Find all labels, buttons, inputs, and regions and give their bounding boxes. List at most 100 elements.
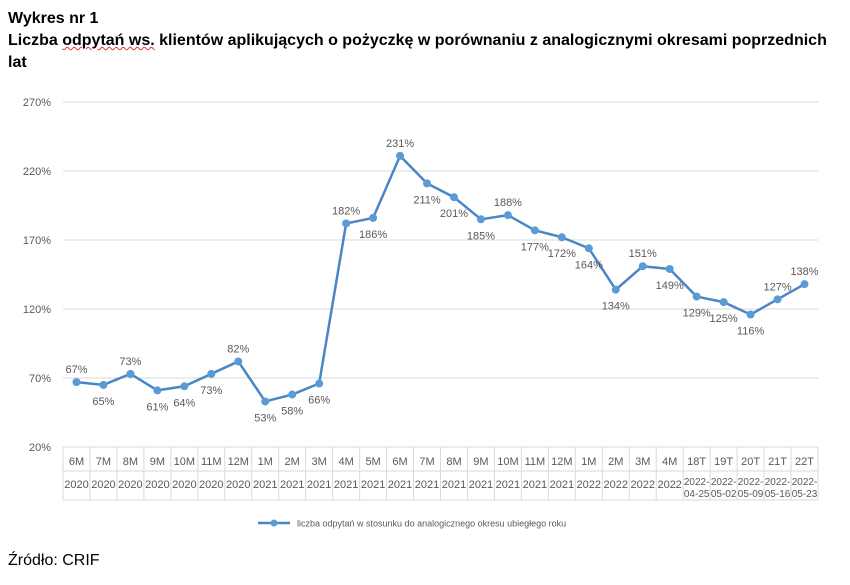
- x-tick-sublabel: 2020: [172, 479, 196, 491]
- x-tick-label: 6M: [392, 456, 407, 468]
- chart-title: Liczba odpytań ws. klientów aplikujących…: [8, 30, 843, 74]
- x-tick-sublabel: 2022-: [792, 477, 818, 488]
- data-point: [126, 369, 135, 378]
- data-label: 186%: [359, 229, 387, 241]
- x-tick-sublabel: 2020: [64, 479, 88, 491]
- x-tick-sublabel: 05-16: [765, 489, 791, 500]
- data-label: 82%: [227, 343, 249, 355]
- x-tick-sublabel: 2020: [199, 479, 223, 491]
- x-tick-label: 2M: [608, 456, 623, 468]
- data-point: [99, 380, 108, 389]
- x-tick-sublabel: 2021: [334, 479, 358, 491]
- data-label: 134%: [602, 301, 630, 313]
- x-tick-label: 20T: [741, 456, 760, 468]
- x-tick-label: 8M: [446, 456, 461, 468]
- data-label: 64%: [173, 397, 195, 409]
- data-label: 73%: [200, 385, 222, 397]
- data-label: 151%: [629, 248, 657, 260]
- data-point: [503, 211, 512, 220]
- data-label: 129%: [683, 308, 711, 320]
- x-tick-sublabel: 2020: [145, 479, 169, 491]
- x-tick-sublabel: 04-25: [684, 489, 710, 500]
- x-tick-sublabel: 2020: [91, 479, 115, 491]
- x-tick-sublabel: 2021: [469, 479, 493, 491]
- y-tick-label: 170%: [23, 235, 51, 247]
- x-tick-sublabel: 2022-: [765, 477, 791, 488]
- x-tick-label: 3M: [635, 456, 650, 468]
- data-point: [342, 219, 351, 228]
- x-tick-sublabel: 2021: [523, 479, 547, 491]
- data-point: [261, 397, 270, 406]
- data-point: [611, 285, 620, 294]
- x-tick-label: 12M: [228, 456, 249, 468]
- x-tick-label: 11M: [201, 456, 222, 468]
- data-label: 149%: [656, 280, 684, 292]
- x-tick-label: 5M: [365, 456, 380, 468]
- y-tick-label: 70%: [29, 373, 51, 385]
- x-tick-sublabel: 2022: [577, 479, 601, 491]
- data-point: [638, 262, 647, 271]
- x-tick-label: 22T: [795, 456, 814, 468]
- data-label: 65%: [92, 396, 114, 408]
- data-point: [153, 386, 162, 395]
- x-tick-sublabel: 2022-: [711, 477, 737, 488]
- x-tick-label: 18T: [687, 456, 706, 468]
- y-tick-label: 120%: [23, 304, 51, 316]
- x-tick-label: 21T: [768, 456, 787, 468]
- data-point: [800, 280, 809, 289]
- data-point: [773, 295, 782, 304]
- data-point: [665, 264, 674, 273]
- x-tick-sublabel: 2022: [604, 479, 628, 491]
- data-point: [692, 292, 701, 301]
- x-tick-sublabel: 05-02: [711, 489, 737, 500]
- chart-title-part-2: odpytań ws.: [62, 32, 155, 49]
- data-point: [72, 378, 81, 387]
- x-tick-sublabel: 2021: [280, 479, 304, 491]
- x-tick-label: 9M: [473, 456, 488, 468]
- data-point: [557, 233, 566, 242]
- data-point: [369, 213, 378, 222]
- legend-label: liczba odpytań w stosunku do analogiczne…: [297, 519, 566, 529]
- data-point: [584, 244, 593, 253]
- x-tick-sublabel: 2022: [630, 479, 654, 491]
- data-point: [234, 357, 243, 366]
- x-tick-sublabel: 2021: [388, 479, 412, 491]
- x-tick-sublabel: 2021: [361, 479, 385, 491]
- data-label: 201%: [440, 208, 468, 220]
- x-tick-sublabel: 2022-: [684, 477, 710, 488]
- x-tick-label: 19T: [714, 456, 733, 468]
- data-point: [288, 390, 297, 399]
- data-label: 58%: [281, 406, 303, 418]
- x-tick-label: 8M: [123, 456, 138, 468]
- x-tick-sublabel: 2021: [415, 479, 439, 491]
- y-tick-label: 220%: [23, 166, 51, 178]
- x-tick-label: 4M: [338, 456, 353, 468]
- x-tick-sublabel: 2020: [226, 479, 250, 491]
- x-tick-label: 12M: [551, 456, 572, 468]
- x-tick-sublabel: 05-23: [792, 489, 818, 500]
- data-point: [180, 382, 189, 391]
- data-label: 177%: [521, 241, 549, 253]
- x-tick-sublabel: 2021: [550, 479, 574, 491]
- y-tick-label: 270%: [23, 97, 51, 109]
- figure-label: Wykres nr 1: [8, 10, 99, 27]
- data-label: 127%: [763, 281, 791, 293]
- data-point: [530, 226, 539, 235]
- x-tick-sublabel: 05-09: [738, 489, 764, 500]
- line-chart: 20% 70% 120% 170% 220% 270% 6M 2020 7M 2020 8M 2020…: [23, 97, 819, 529]
- title-block: Wykres nr 1 Liczba odpytań ws. klientów …: [8, 8, 843, 74]
- x-tick-sublabel: 2022-: [738, 477, 764, 488]
- x-tick-sublabel: 2022: [657, 479, 681, 491]
- x-tick-label: 4M: [662, 456, 677, 468]
- data-label: 182%: [332, 205, 360, 217]
- x-tick-label: 1M: [581, 456, 596, 468]
- x-tick-label: 10M: [497, 456, 518, 468]
- data-label: 172%: [548, 248, 576, 260]
- data-point: [719, 298, 728, 307]
- chart-title-part-3: klientów aplikujących o pożyczkę w porów…: [8, 32, 827, 71]
- data-label: 61%: [146, 401, 168, 413]
- y-tick-label: 20%: [29, 442, 51, 454]
- data-label: 211%: [413, 194, 441, 206]
- x-tick-label: 7M: [96, 456, 111, 468]
- x-tick-label: 10M: [174, 456, 195, 468]
